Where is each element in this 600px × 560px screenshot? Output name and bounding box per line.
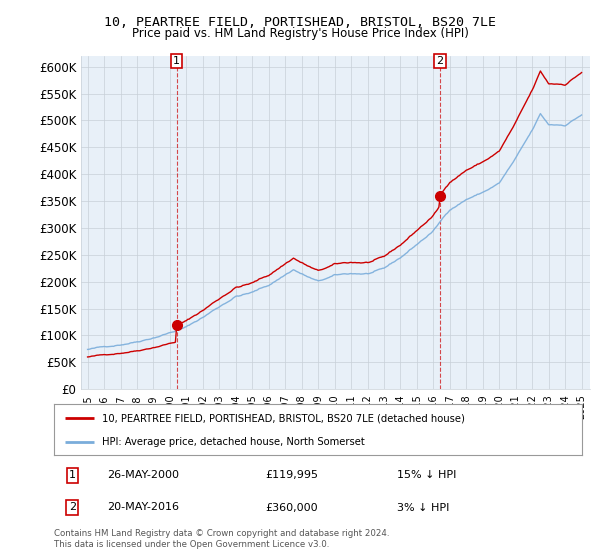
Text: 10, PEARTREE FIELD, PORTISHEAD, BRISTOL, BS20 7LE: 10, PEARTREE FIELD, PORTISHEAD, BRISTOL,… bbox=[104, 16, 496, 29]
Text: 3% ↓ HPI: 3% ↓ HPI bbox=[397, 502, 449, 512]
Text: 1: 1 bbox=[173, 56, 180, 66]
Text: HPI: Average price, detached house, North Somerset: HPI: Average price, detached house, Nort… bbox=[101, 437, 364, 447]
Text: 10, PEARTREE FIELD, PORTISHEAD, BRISTOL, BS20 7LE (detached house): 10, PEARTREE FIELD, PORTISHEAD, BRISTOL,… bbox=[101, 413, 464, 423]
Text: £360,000: £360,000 bbox=[265, 502, 318, 512]
Text: 20-MAY-2016: 20-MAY-2016 bbox=[107, 502, 179, 512]
Text: 1: 1 bbox=[69, 470, 76, 480]
Text: Contains HM Land Registry data © Crown copyright and database right 2024.
This d: Contains HM Land Registry data © Crown c… bbox=[54, 529, 389, 549]
Text: 2: 2 bbox=[69, 502, 76, 512]
Text: £119,995: £119,995 bbox=[265, 470, 318, 480]
Text: Price paid vs. HM Land Registry's House Price Index (HPI): Price paid vs. HM Land Registry's House … bbox=[131, 27, 469, 40]
Text: 2: 2 bbox=[436, 56, 443, 66]
Text: 26-MAY-2000: 26-MAY-2000 bbox=[107, 470, 179, 480]
Text: 15% ↓ HPI: 15% ↓ HPI bbox=[397, 470, 457, 480]
